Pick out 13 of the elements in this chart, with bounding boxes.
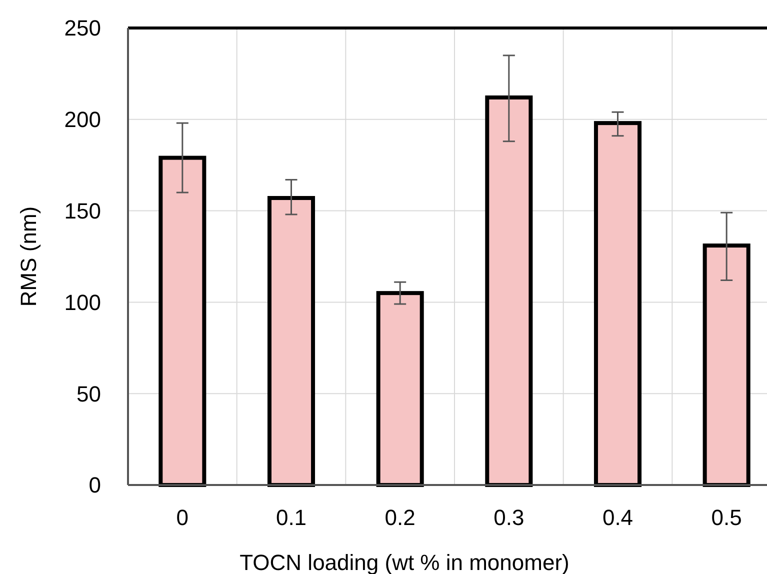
y-tick-label: 150 (64, 198, 101, 224)
y-tick-label: 100 (64, 290, 101, 315)
y-tick-label: 200 (64, 107, 101, 132)
y-axis-title: RMS (nm) (16, 206, 41, 307)
x-tick-label: 0.2 (384, 505, 416, 530)
y-tick-label: 0 (88, 472, 101, 498)
x-tick-label: 0.4 (602, 505, 634, 530)
y-tick-label: 50 (76, 381, 101, 406)
x-tick-label: 0 (176, 505, 189, 530)
x-tick-label: 0.3 (494, 505, 524, 530)
x-tick-label: 0.5 (711, 505, 742, 530)
y-tick-label: 250 (64, 16, 101, 41)
x-tick-label: 0.1 (276, 505, 307, 530)
